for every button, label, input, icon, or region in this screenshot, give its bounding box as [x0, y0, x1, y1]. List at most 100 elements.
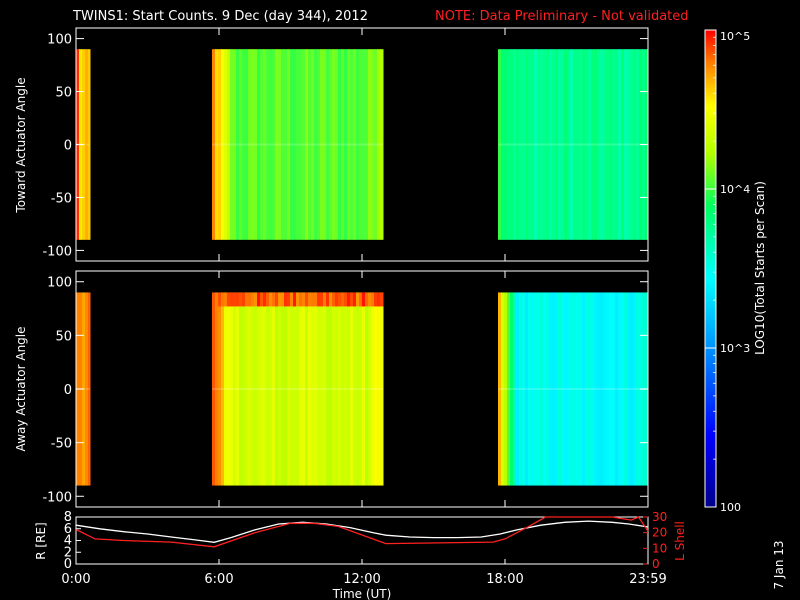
- toward-y-ticks: 100 50 0 -50 -100: [42, 33, 648, 259]
- colorbar: 100 10^3 10^4 10^5 LOG10(Total Starts per S…: [704, 29, 767, 514]
- orbit-series-r: [75, 520, 649, 543]
- time-tick-label: 6:00: [204, 572, 233, 587]
- away-heatmap-column: [540, 292, 544, 486]
- away-heatmap-top-band: [374, 292, 378, 307]
- away-heatmap-column: [365, 292, 369, 486]
- away-y-tick-label: 0: [64, 383, 72, 398]
- toward-heatmap-column: [260, 49, 264, 240]
- away-heatmap-top-band: [272, 292, 276, 307]
- away-heatmap-column: [215, 292, 219, 486]
- away-heatmap-top-band: [332, 292, 336, 307]
- toward-heatmap-column: [591, 49, 595, 240]
- away-heatmap-column: [368, 292, 372, 486]
- orbit-y-tick-label: 0: [64, 557, 72, 572]
- away-heatmap-top-band: [254, 292, 258, 307]
- away-heatmap-column: [558, 292, 562, 486]
- away-heatmap-column: [374, 292, 378, 486]
- toward-heatmap-column: [522, 49, 526, 240]
- toward-heatmap-column: [344, 49, 348, 240]
- toward-heatmap-column: [561, 49, 565, 240]
- toward-heatmap-column: [359, 49, 363, 240]
- away-heatmap-column: [314, 292, 318, 486]
- away-heatmap-top-band: [353, 292, 357, 307]
- toward-heatmap-column: [329, 49, 333, 240]
- away-heatmap-top-band: [221, 292, 225, 307]
- toward-heatmap-column: [287, 49, 291, 240]
- toward-heatmap-column: [341, 49, 345, 240]
- away-heatmap-column: [582, 292, 586, 486]
- away-heatmap-column: [329, 292, 333, 486]
- away-y-tick-label: -100: [42, 490, 72, 505]
- away-heatmap-column: [242, 292, 246, 486]
- toward-heatmap-column: [308, 49, 312, 240]
- toward-heatmap-column: [362, 49, 366, 240]
- away-heatmap-column: [254, 292, 258, 486]
- away-heatmap-column: [248, 292, 252, 486]
- away-heatmap-top-band: [377, 292, 381, 307]
- colorbar-tick-label: 10^4: [720, 183, 750, 196]
- orbit-y-tick-label: 4: [64, 534, 72, 549]
- toward-heatmap-column: [552, 49, 556, 240]
- away-heatmap-column: [263, 292, 267, 486]
- away-heatmap-column: [579, 292, 583, 486]
- away-heatmap-column: [221, 292, 225, 486]
- away-heatmap-column: [534, 292, 538, 486]
- colorbar-ticks: 100 10^3 10^4 10^5: [705, 29, 750, 514]
- away-heatmap-column: [525, 292, 529, 486]
- toward-heatmap-column: [317, 49, 321, 240]
- toward-heatmap-column: [311, 49, 315, 240]
- toward-heatmap-column: [498, 49, 502, 240]
- away-heatmap-column: [546, 292, 550, 486]
- toward-heatmap-column: [314, 49, 318, 240]
- away-heatmap-column: [233, 292, 237, 486]
- away-heatmap-column: [510, 292, 514, 486]
- away-heatmap-column: [618, 292, 622, 486]
- away-heatmap-top-band: [326, 292, 330, 307]
- toward-heatmap-column: [603, 49, 607, 240]
- away-heatmap-column: [275, 292, 279, 486]
- time-tick-label: 0:00: [61, 572, 90, 587]
- toward-heatmap-column: [320, 49, 324, 240]
- away-heatmap-column: [353, 292, 357, 486]
- orbit-lines: [75, 516, 649, 548]
- away-heatmap-top-band: [344, 292, 348, 307]
- toward-heatmap-column: [293, 49, 297, 240]
- toward-heatmap-column: [513, 49, 517, 240]
- orbit-y-label-left: R [RE]: [34, 522, 48, 559]
- toward-heatmap-column: [338, 49, 342, 240]
- toward-heatmap-column: [555, 49, 559, 240]
- away-heatmap-column: [344, 292, 348, 486]
- away-heatmap-column: [380, 292, 384, 486]
- away-heatmap-top-band: [251, 292, 255, 307]
- away-heatmap-column: [585, 292, 589, 486]
- toward-heatmap-column: [600, 49, 604, 240]
- away-heatmap-column: [302, 292, 306, 486]
- away-heatmap-top-band: [224, 292, 228, 307]
- time-tick-label: 18:00: [486, 572, 523, 587]
- away-heatmap-column: [600, 292, 604, 486]
- away-heatmap-column: [621, 292, 625, 486]
- away-heatmap-column: [85, 292, 89, 486]
- away-x-ticks: [75, 271, 649, 507]
- away-heatmap-top-band: [263, 292, 267, 307]
- toward-heatmap-column: [281, 49, 285, 240]
- away-heatmap-column: [522, 292, 526, 486]
- toward-y-tick-label: 0: [64, 139, 72, 154]
- away-heatmap-column: [531, 292, 535, 486]
- toward-heatmap-column: [576, 49, 580, 240]
- away-heatmap-top-band: [359, 292, 363, 307]
- toward-heatmap-column: [609, 49, 613, 240]
- away-heatmap-column: [218, 292, 222, 486]
- away-heatmap-column: [564, 292, 568, 486]
- away-heatmap-column: [609, 292, 613, 486]
- toward-y-tick-label: -50: [51, 191, 72, 206]
- away-heatmap-column: [251, 292, 255, 486]
- away-heatmap-column: [513, 292, 517, 486]
- toward-heatmap-column: [377, 49, 381, 240]
- toward-heatmap-column: [531, 49, 535, 240]
- away-heatmap-top-band: [236, 292, 240, 307]
- toward-heatmap-column: [212, 49, 216, 240]
- toward-x-ticks: [75, 28, 649, 261]
- orbit-right-tick-label: 20: [652, 526, 667, 540]
- away-y-label: Away Actuator Angle: [14, 326, 28, 451]
